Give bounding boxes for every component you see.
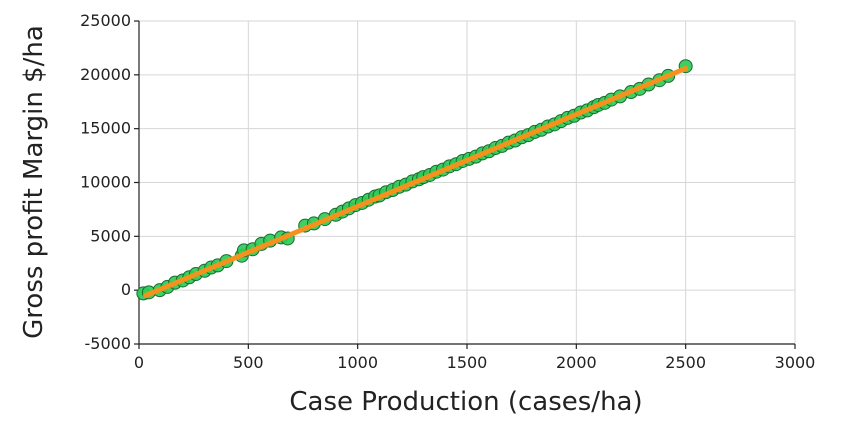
x-tick-label: 2500 [665, 353, 706, 372]
y-tick-label: 0 [121, 280, 131, 299]
x-tick-label: 0 [134, 353, 144, 372]
x-axis-label: Case Production (cases/ha) [289, 387, 642, 417]
x-tick-label: 1500 [447, 353, 488, 372]
y-tick-label: 15000 [80, 119, 131, 138]
x-tick-label: 2000 [556, 353, 597, 372]
grid-lines [138, 20, 796, 345]
y-tick-label: -5000 [85, 334, 132, 353]
x-tick-label: 500 [233, 353, 264, 372]
y-tick-label: 25000 [80, 11, 131, 30]
x-tick-label: 1000 [337, 353, 378, 372]
x-tick-label: 3000 [775, 353, 816, 372]
y-tick-label: 5000 [90, 226, 131, 245]
y-tick-label: 20000 [80, 65, 131, 84]
y-tick-label: 10000 [80, 173, 131, 192]
trend-line-group [143, 65, 689, 299]
tick-labels: 0 500 1000 1500 2000 2500 3000-500005000100001… [80, 11, 815, 372]
y-axis-label: Gross profit Margin $/ha [19, 25, 49, 339]
trend-line [143, 65, 689, 299]
axes [134, 20, 796, 349]
